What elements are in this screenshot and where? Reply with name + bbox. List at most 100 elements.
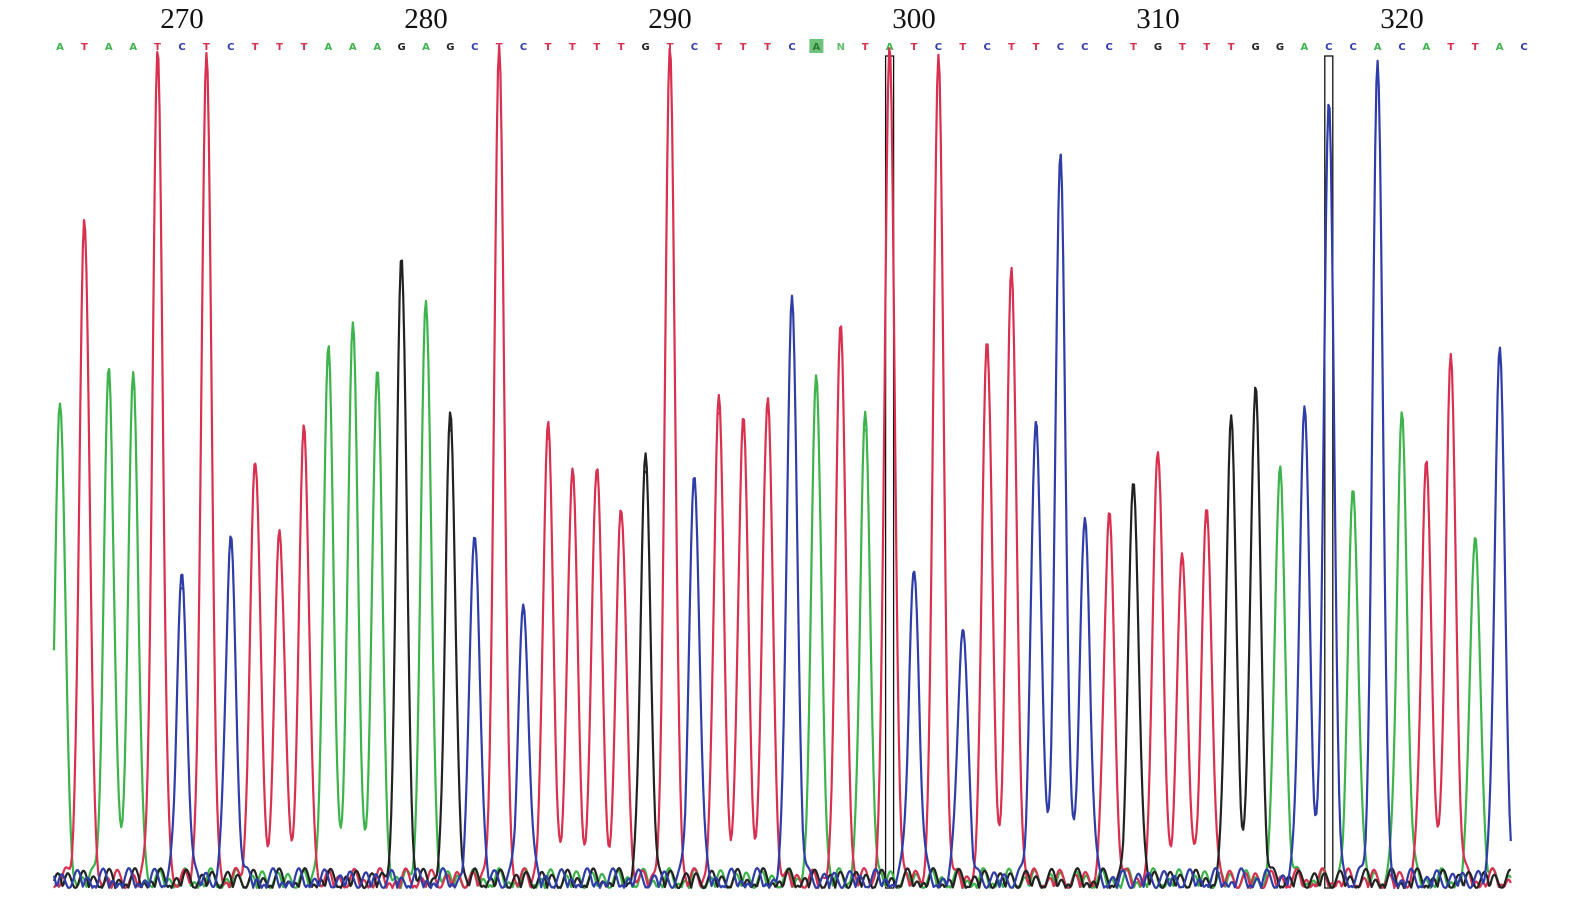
peak-272 [229, 545, 232, 549]
peak-276 [327, 362, 330, 366]
peak-310 [1156, 454, 1160, 457]
peak-299 [888, 63, 891, 66]
peak-286 [571, 479, 574, 482]
base-call-277: A [349, 42, 357, 53]
position-label-270: 270 [160, 3, 204, 35]
peak-322 [1449, 362, 1453, 366]
boxed-peak-317 [1324, 55, 1334, 889]
peak-278 [376, 379, 379, 382]
peak-323 [1474, 537, 1477, 540]
peak-292 [717, 412, 720, 415]
base-call-323: T [1472, 42, 1479, 53]
base-call-312: T [1203, 42, 1210, 53]
peak-305 [1034, 420, 1038, 424]
position-label-280: 280 [404, 3, 448, 35]
peak-317 [1327, 104, 1331, 108]
base-call-303: C [984, 42, 991, 53]
peak-295 [790, 296, 794, 299]
base-call-272: C [227, 42, 234, 53]
base-call-320: C [1398, 42, 1405, 53]
peak-290 [668, 63, 672, 66]
peak-275 [302, 437, 306, 440]
peak-314 [1254, 387, 1257, 390]
base-call-284: C [520, 42, 527, 53]
peak-303 [986, 346, 989, 349]
base-call-324: A [1496, 42, 1504, 53]
base-call-317: C [1325, 42, 1332, 53]
peak-316 [1303, 412, 1306, 415]
base-call-270: C [178, 42, 185, 53]
peak-267 [107, 379, 111, 382]
peak-298 [864, 429, 867, 432]
peak-265 [58, 404, 62, 407]
base-call-294: T [764, 42, 771, 53]
position-label-300: 300 [892, 3, 936, 35]
base-call-265: A [56, 42, 64, 53]
base-call-300: T [911, 42, 918, 53]
peak-271 [205, 63, 208, 66]
peak-297 [839, 337, 842, 341]
position-axis: 270 280 290 300 310 320 [160, 3, 1424, 35]
peak-315 [1278, 470, 1282, 474]
peak-283 [498, 63, 501, 66]
base-call-279: G [397, 42, 405, 53]
base-call-266: T [81, 42, 88, 53]
base-call-275: T [301, 42, 308, 53]
base-call-298: T [862, 42, 869, 53]
base-call-285: T [545, 42, 552, 53]
base-call-321: A [1423, 42, 1431, 53]
base-call-278: A [373, 42, 381, 53]
peak-321 [1425, 470, 1428, 474]
base-call-268: A [129, 42, 137, 53]
peak-279 [400, 262, 403, 266]
trace-C [52, 59, 1512, 890]
base-call-269: T [154, 42, 161, 53]
peak-320 [1400, 420, 1404, 424]
peak-281 [449, 429, 452, 432]
peak-266 [83, 221, 86, 224]
peak-268 [132, 387, 135, 390]
base-call-295: C [788, 42, 795, 53]
base-call-304: T [1008, 42, 1015, 53]
base-call-307: C [1081, 42, 1088, 53]
peak-309 [1132, 487, 1135, 490]
peak-277 [351, 337, 354, 341]
peak-296 [815, 387, 818, 390]
peak-269 [156, 63, 159, 66]
base-call-271: T [203, 42, 210, 53]
peak-307 [1083, 520, 1087, 524]
base-call-316: A [1301, 42, 1309, 53]
trace-plot-area [52, 45, 1512, 890]
position-label-290: 290 [648, 3, 692, 35]
peak-285 [546, 437, 550, 440]
peak-294 [766, 404, 769, 407]
flagged-base-highlight [809, 39, 824, 53]
base-call-276: A [325, 42, 333, 53]
base-call-305: T [1033, 42, 1040, 53]
peak-282 [473, 537, 476, 540]
base-call-267: A [105, 42, 113, 53]
position-label-310: 310 [1136, 3, 1180, 35]
base-call-274: T [276, 42, 283, 53]
trace-T [53, 45, 1512, 890]
base-call-319: A [1374, 42, 1382, 53]
base-call-302: T [959, 42, 966, 53]
peak-293 [742, 429, 745, 432]
base-call-301: C [935, 42, 942, 53]
peak-311 [1181, 562, 1184, 565]
peak-318 [1352, 495, 1355, 499]
base-call-288: T [618, 42, 625, 53]
base-call-310: G [1154, 42, 1162, 53]
base-call-273: T [252, 42, 259, 53]
peak-306 [1059, 154, 1062, 158]
peak-324 [1498, 354, 1501, 357]
base-call-280: A [422, 42, 430, 53]
base-call-314: G [1251, 42, 1259, 53]
base-call-296: A [813, 42, 821, 53]
position-label-320: 320 [1380, 3, 1424, 35]
base-call-292: T [715, 42, 722, 53]
base-call-318: C [1350, 42, 1357, 53]
peak-288 [620, 512, 623, 515]
peak-291 [693, 479, 696, 482]
